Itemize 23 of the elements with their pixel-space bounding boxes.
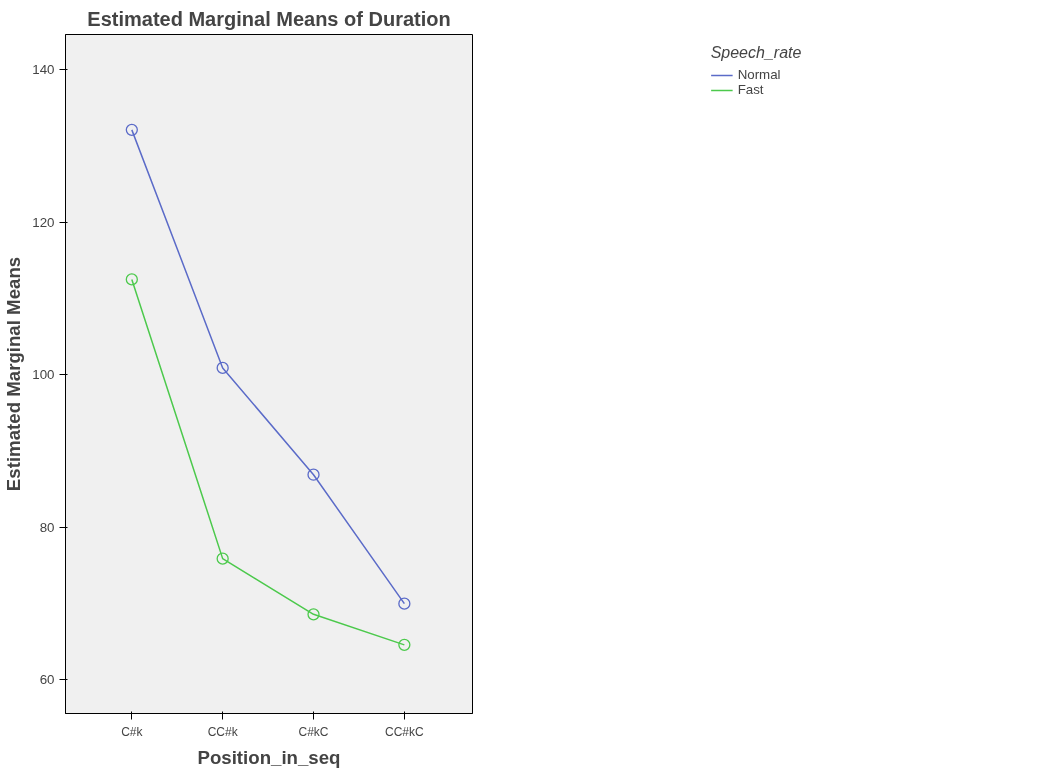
legend-label: Fast	[737, 82, 764, 97]
x-axis-title: Position_in_seq	[197, 746, 341, 768]
x-tick-label: CC#k	[207, 724, 239, 739]
point	[216, 552, 229, 565]
y-axis-title: Estimated Marginal Means	[3, 256, 25, 492]
y-tick-label: 100	[32, 367, 55, 383]
point	[398, 638, 411, 651]
point	[307, 608, 320, 621]
y-tick-label: 80	[39, 519, 55, 535]
x-tick-label: C#kC	[298, 724, 329, 739]
x-tick-label: C#k	[121, 724, 144, 739]
chart-title: Estimated Marginal Means of Duration	[87, 7, 451, 30]
point	[216, 361, 229, 375]
point	[398, 597, 411, 610]
point	[307, 468, 320, 481]
y-tick-label: 60	[39, 672, 55, 688]
y-tick-label: 120	[32, 214, 55, 230]
point	[125, 273, 138, 286]
legend-label: Normal	[737, 67, 781, 82]
x-tick-label: CC#kC	[385, 724, 425, 739]
point	[125, 123, 138, 136]
legend-title: Speech_rate	[710, 44, 802, 62]
y-tick-label: 140	[32, 62, 55, 78]
